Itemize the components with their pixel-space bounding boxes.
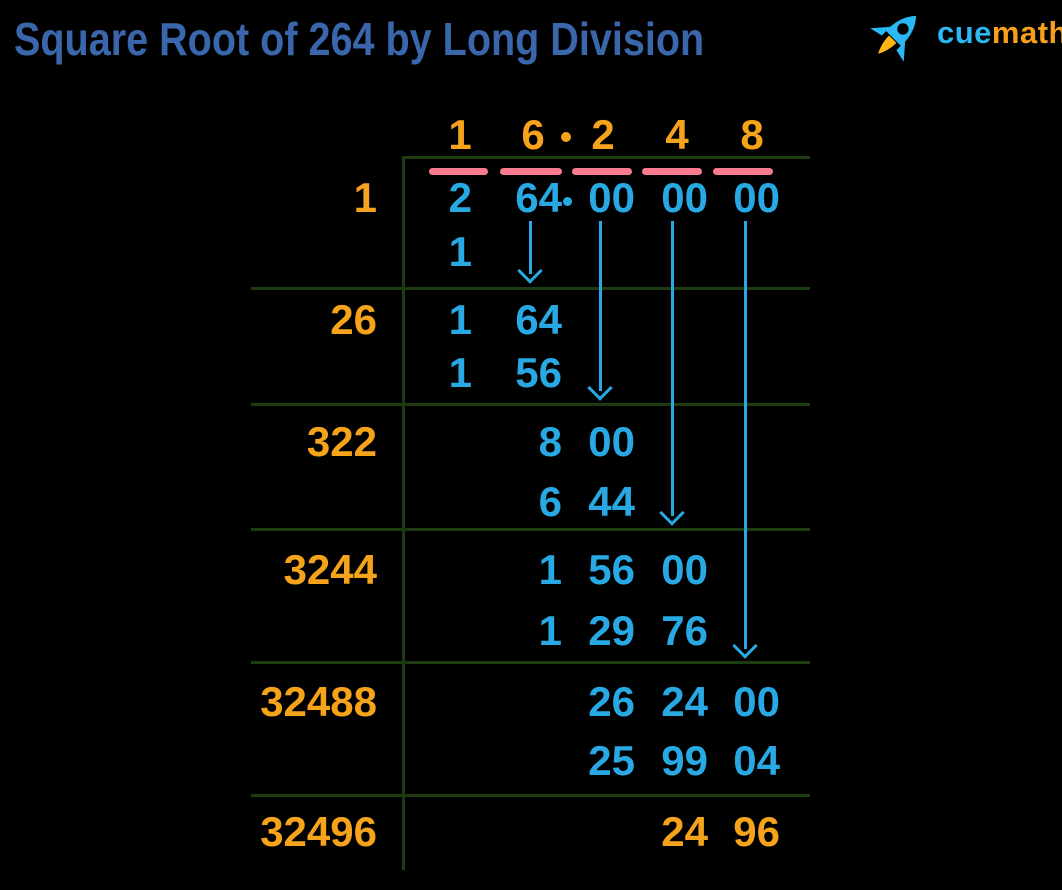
bring-down-arrow-shaft <box>528 221 532 274</box>
work-value: 56 <box>515 349 562 396</box>
divisor-value: 1 <box>353 174 377 221</box>
bring-down-arrow-head <box>659 500 685 526</box>
quotient-digit: 1 <box>448 111 472 158</box>
group-underline <box>429 168 488 175</box>
divisor-value: 3244 <box>283 546 377 593</box>
work-value: 8 <box>538 418 562 465</box>
quotient-decimal-point <box>561 132 571 142</box>
work-value: 24 <box>661 678 708 725</box>
logo-cue: cue <box>937 14 992 50</box>
dividend-group: 00 <box>661 174 708 221</box>
quotient-digit: 4 <box>665 111 689 158</box>
separator-line <box>251 403 810 406</box>
separator-line <box>251 528 810 531</box>
work-value: 29 <box>588 607 635 654</box>
bring-down-arrow-shaft <box>743 221 747 649</box>
work-value: 99 <box>661 737 708 784</box>
divisor-value: 32488 <box>260 678 377 725</box>
dividend-group: 00 <box>733 174 780 221</box>
work-value: 1 <box>538 607 562 654</box>
work-value: 24 <box>661 808 708 855</box>
work-value: 00 <box>588 418 635 465</box>
logo-wordmark: cuemath <box>937 17 1062 58</box>
work-value: 64 <box>515 296 562 343</box>
page-title: Square Root of 264 by Long Division <box>14 13 705 65</box>
radical-vertical-line <box>402 156 405 870</box>
quotient-digit: 8 <box>740 111 764 158</box>
rocket-icon <box>870 15 917 62</box>
dividend-group: 00 <box>588 174 635 221</box>
work-value: 76 <box>661 607 708 654</box>
work-value: 25 <box>588 737 635 784</box>
bring-down-arrow-head <box>732 633 758 659</box>
group-underline <box>642 168 702 175</box>
dividend-group: 2 <box>448 174 472 221</box>
bring-down-arrow-shaft <box>670 221 674 516</box>
work-value: 00 <box>661 546 708 593</box>
dividend-decimal-point <box>563 197 572 206</box>
work-value: 44 <box>588 478 635 525</box>
work-value: 1 <box>538 546 562 593</box>
quotient-digit: 6 <box>521 111 545 158</box>
group-underline <box>500 168 562 175</box>
separator-line <box>251 794 810 797</box>
separator-line <box>251 661 810 664</box>
separator-line <box>251 287 810 290</box>
work-value: 56 <box>588 546 635 593</box>
work-value: 1 <box>448 296 472 343</box>
dividend-group: 64 <box>515 174 562 221</box>
group-underline <box>713 168 773 175</box>
divisor-value: 26 <box>330 296 377 343</box>
logo-math: math <box>991 14 1062 50</box>
quotient-digit: 2 <box>591 111 615 158</box>
work-value: 6 <box>538 478 562 525</box>
work-value: 1 <box>448 228 472 275</box>
bring-down-arrow-head <box>587 375 613 401</box>
work-value: 1 <box>448 349 472 396</box>
divisor-value: 32496 <box>260 808 377 855</box>
work-value: 26 <box>588 678 635 725</box>
work-value: 00 <box>733 678 780 725</box>
bring-down-arrow-head <box>517 258 543 284</box>
work-value: 96 <box>733 808 780 855</box>
work-value: 04 <box>733 737 780 784</box>
cuemath-logo: cuemath <box>864 6 1062 68</box>
bring-down-arrow-shaft <box>598 221 602 391</box>
divisor-value: 322 <box>306 418 377 465</box>
radical-top-line <box>403 156 810 159</box>
group-underline <box>572 168 632 175</box>
